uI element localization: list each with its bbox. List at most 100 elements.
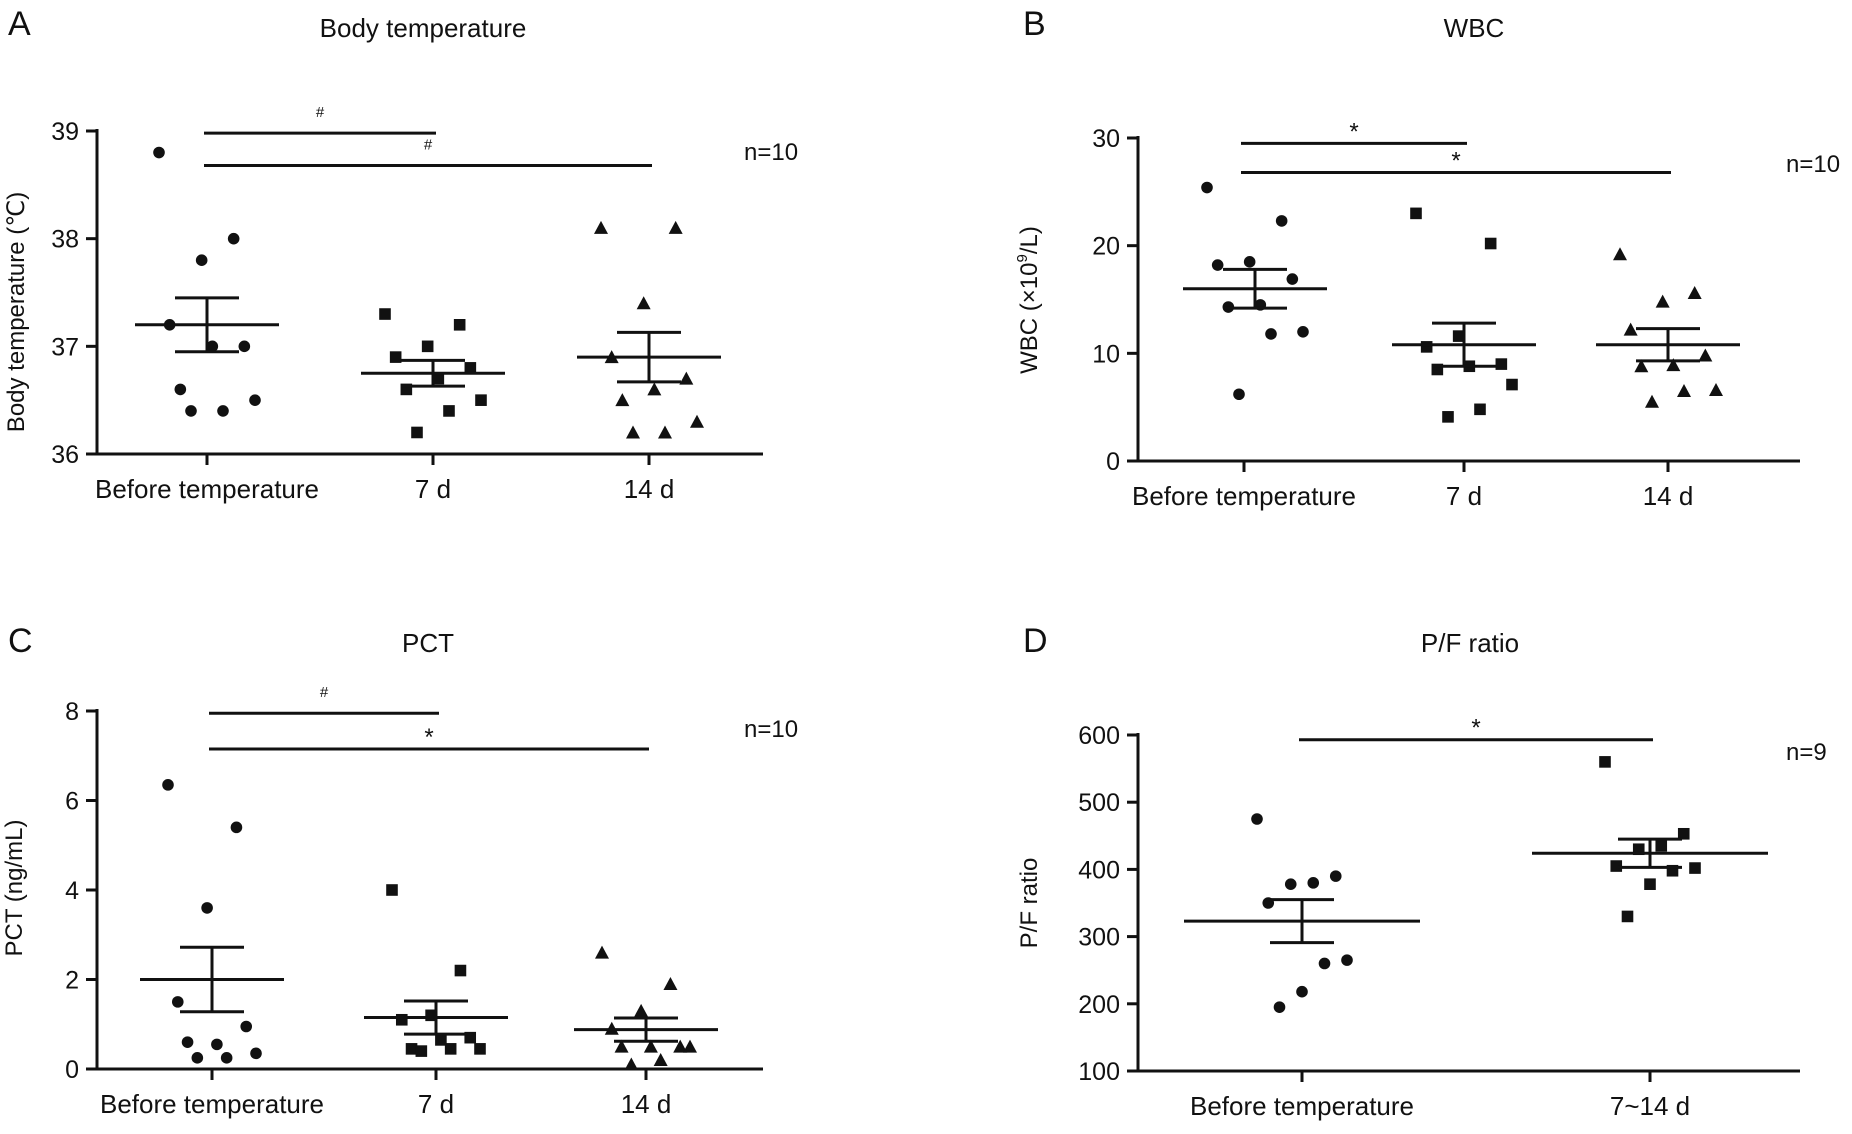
panel-c-data-point bbox=[240, 1020, 253, 1033]
panel-c-y-tick-label: 8 bbox=[65, 698, 79, 726]
panel-b-y-tick-label: 30 bbox=[1092, 125, 1120, 153]
panel-d-data-point bbox=[1644, 878, 1656, 890]
panel-d-data-point bbox=[1632, 843, 1645, 856]
panel-a-data-point bbox=[421, 340, 434, 353]
panel-a-y-tick-label: 37 bbox=[51, 333, 79, 361]
panel-c-ylabel: PCT (ng/mL) bbox=[1, 820, 28, 957]
panel-b-data-point bbox=[1442, 411, 1454, 423]
panel-a-data-point bbox=[690, 414, 704, 428]
panel-b-x-tick-label: Before temperature bbox=[1132, 481, 1356, 511]
panel-c-data-point bbox=[435, 1034, 447, 1046]
panel-c-data-point bbox=[405, 1043, 418, 1055]
panel-a-data-point bbox=[668, 220, 683, 234]
panel-c-data-point bbox=[162, 779, 174, 791]
panel-c-data-point bbox=[634, 1003, 649, 1017]
panel-a-y-tick-label: 38 bbox=[51, 226, 79, 254]
panel-a-x-tick-label: Before temperature bbox=[95, 474, 319, 504]
panel-b-y-tick-label: 20 bbox=[1092, 233, 1120, 261]
panel-b-data-point bbox=[1484, 237, 1497, 250]
panel-c-data-point bbox=[595, 945, 609, 959]
panel-c-data-point bbox=[211, 1038, 223, 1051]
panel-c-data-point bbox=[683, 1039, 697, 1053]
panel-b-sample-size: n=10 bbox=[1786, 151, 1840, 178]
panel-c-data-point bbox=[454, 964, 467, 977]
panel-b-ylabel: WBC (×109/L) bbox=[1014, 226, 1043, 374]
panel-d-ylabel: P/F ratio bbox=[1016, 858, 1043, 949]
panel-d-data-point bbox=[1689, 862, 1701, 874]
panel-b-ylabel-tail: /L) bbox=[1016, 226, 1043, 254]
panel-a-y-tick-label: 39 bbox=[51, 118, 79, 146]
panel-a-plot: 36 37 38 39 Before temperature 7 d 14 d # # bbox=[51, 104, 763, 504]
panel-c-data-point bbox=[663, 976, 678, 990]
panel-c-x-tick-label: Before temperature bbox=[100, 1089, 324, 1119]
panel-a-data-point bbox=[411, 426, 423, 439]
panel-c-data-point bbox=[614, 1039, 629, 1053]
panel-b-data-point bbox=[1687, 286, 1702, 300]
panel-a-data-point bbox=[389, 351, 402, 363]
panel-a-x-tick-label: 7 d bbox=[415, 474, 451, 504]
panel-b-data-point bbox=[1634, 359, 1649, 373]
panel-c-plot: 0 2 4 6 8 Before temperature 7 d 14 d # * bbox=[65, 684, 763, 1119]
panel-d-data-point bbox=[1318, 957, 1331, 970]
panel-d-significance-label: * bbox=[1471, 715, 1480, 742]
panel-b-data-point bbox=[1474, 403, 1486, 416]
panel-c-x-tick-label: 7 d bbox=[418, 1089, 454, 1119]
panel-b-ylabel-exponent: 9 bbox=[1014, 254, 1031, 262]
panel-d-data-point bbox=[1307, 877, 1320, 889]
panel-c-x-tick-label: 14 d bbox=[621, 1089, 672, 1119]
panel-d-y-tick-label: 100 bbox=[1078, 1058, 1120, 1086]
panel-d-x-tick-label: Before temperature bbox=[1190, 1091, 1414, 1121]
panel-d-data-point bbox=[1599, 756, 1611, 768]
panel-b-significance-label: * bbox=[1451, 147, 1460, 174]
panel-a-data-point bbox=[636, 296, 651, 310]
panel-b-data-point bbox=[1677, 384, 1691, 398]
panel-a-data-point bbox=[464, 362, 477, 374]
panel-d-data-point bbox=[1284, 878, 1297, 890]
panel-b-data-point bbox=[1275, 215, 1288, 227]
panel-b-data-point bbox=[1666, 358, 1681, 372]
panel-a-data-point bbox=[206, 340, 219, 353]
panel-b-plot: 0 10 20 30 Before temperature 7 d 14 d * * bbox=[1092, 118, 1800, 511]
panel-c-data-point bbox=[191, 1052, 204, 1064]
panel-a-data-point bbox=[594, 220, 608, 234]
panel-a-data-point bbox=[453, 319, 466, 331]
panel-c-data-point bbox=[386, 884, 398, 896]
panel-c-title: PCT bbox=[402, 628, 454, 658]
panel-c-y-tick-label: 0 bbox=[65, 1056, 79, 1084]
panel-a-data-point bbox=[379, 308, 391, 320]
panel-d-data-point bbox=[1329, 870, 1342, 882]
panel-c-data-point bbox=[250, 1047, 262, 1060]
panel-letter-a: A bbox=[8, 5, 31, 43]
panel-a-ylabel: Body temperature (℃) bbox=[3, 192, 30, 432]
panel-c-data-point bbox=[464, 1031, 477, 1044]
panel-b-data-point bbox=[1410, 207, 1422, 220]
panel-d-data-point bbox=[1610, 860, 1623, 872]
panel-d-y-tick-label: 300 bbox=[1078, 924, 1120, 952]
panel-b-data-point bbox=[1645, 394, 1659, 408]
panel-b-x-tick-label: 14 d bbox=[1643, 481, 1694, 511]
panel-b-data-point bbox=[1452, 330, 1465, 342]
panel-d-y-tick-label: 600 bbox=[1078, 722, 1120, 750]
panel-a-data-point bbox=[432, 372, 445, 385]
panel-c-data-point bbox=[673, 1039, 688, 1053]
panel-letter-c: C bbox=[8, 622, 33, 660]
panel-c-sample-size: n=10 bbox=[744, 716, 798, 743]
panel-b-significance-label: * bbox=[1349, 118, 1358, 145]
panel-c-data-point bbox=[425, 1009, 437, 1022]
panel-b-data-point bbox=[1211, 259, 1224, 271]
panel-c-data-point bbox=[415, 1045, 428, 1057]
panel-a-y-tick-label: 36 bbox=[51, 441, 79, 469]
panel-d-data-point bbox=[1655, 840, 1668, 852]
panel-c-data-point bbox=[653, 1053, 668, 1067]
panel-b-data-point bbox=[1623, 322, 1638, 336]
panel-a-data-point bbox=[647, 382, 662, 396]
panel-b-title: WBC bbox=[1444, 13, 1505, 43]
panel-a-data-point bbox=[615, 393, 630, 407]
panel-d-data-point bbox=[1273, 1001, 1286, 1013]
panel-b-data-point bbox=[1243, 256, 1256, 268]
panel-a-data-point bbox=[195, 254, 208, 266]
panel-c-significance-label: * bbox=[424, 724, 433, 751]
panel-c-data-point bbox=[201, 902, 213, 914]
panel-b-x-tick-label: 7 d bbox=[1446, 481, 1482, 511]
